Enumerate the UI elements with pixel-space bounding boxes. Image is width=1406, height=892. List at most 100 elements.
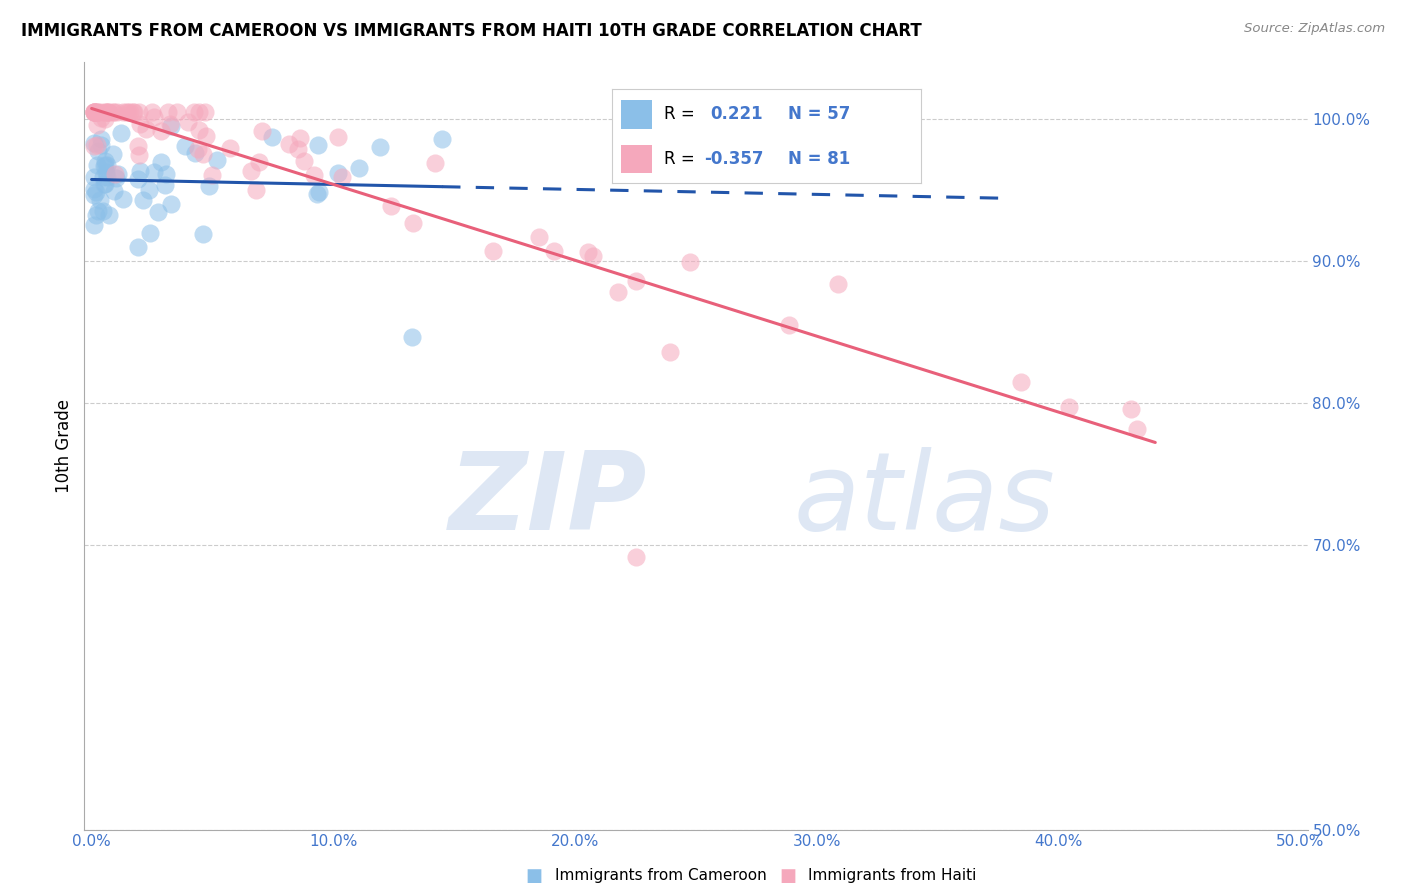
Text: Immigrants from Haiti: Immigrants from Haiti <box>808 869 977 883</box>
Point <box>308 186 330 200</box>
Point <box>90 137 112 152</box>
Point <box>380 199 402 213</box>
Point <box>87 105 110 120</box>
Point <box>624 274 647 288</box>
Text: R =: R = <box>664 151 700 169</box>
Point <box>245 183 267 197</box>
Point <box>307 137 329 152</box>
Point <box>96 158 118 172</box>
Point <box>93 159 115 173</box>
Text: ■: ■ <box>779 867 796 885</box>
Point <box>105 105 128 120</box>
Text: ■: ■ <box>526 867 543 885</box>
Point <box>132 193 155 207</box>
Point <box>90 132 112 146</box>
Point <box>156 105 179 120</box>
Point <box>659 344 682 359</box>
Bar <box>621 101 652 128</box>
Point <box>98 208 121 222</box>
Point <box>187 105 209 120</box>
Point <box>201 168 224 182</box>
Point <box>138 183 160 197</box>
Point <box>576 245 599 260</box>
Point <box>83 136 105 150</box>
Point <box>191 227 214 241</box>
Point <box>187 142 209 156</box>
Point <box>150 124 173 138</box>
Point <box>184 145 207 160</box>
Point <box>827 277 849 292</box>
Point <box>1010 375 1032 389</box>
Point <box>624 549 647 564</box>
Point <box>122 105 145 120</box>
Point <box>94 177 117 191</box>
Point <box>103 105 125 120</box>
Text: -0.357: -0.357 <box>704 151 763 169</box>
Point <box>87 203 110 218</box>
Point <box>110 126 132 140</box>
Point <box>138 226 160 240</box>
Point <box>118 105 141 120</box>
Point <box>93 158 115 172</box>
Point <box>84 105 107 120</box>
Point <box>527 230 550 244</box>
Point <box>482 244 505 259</box>
Point <box>166 105 188 120</box>
Point <box>252 124 274 138</box>
Point <box>155 167 177 181</box>
Point <box>86 138 108 153</box>
Point <box>83 218 105 232</box>
Text: 0.221: 0.221 <box>710 105 763 123</box>
Point <box>93 112 115 127</box>
Point <box>159 118 181 132</box>
Point <box>183 105 205 120</box>
Point <box>218 141 240 155</box>
Point <box>127 139 149 153</box>
Point <box>96 105 118 120</box>
Text: IMMIGRANTS FROM CAMEROON VS IMMIGRANTS FROM HAITI 10TH GRADE CORRELATION CHART: IMMIGRANTS FROM CAMEROON VS IMMIGRANTS F… <box>21 22 922 40</box>
Point <box>96 105 118 120</box>
Point <box>90 111 112 125</box>
Point <box>84 208 107 222</box>
Point <box>83 105 105 120</box>
Point <box>368 140 391 154</box>
Point <box>83 105 105 120</box>
Point <box>94 153 117 168</box>
Point <box>103 105 125 120</box>
Point <box>107 167 129 181</box>
Bar <box>621 145 652 173</box>
Point <box>127 240 149 254</box>
Point <box>105 171 128 186</box>
Point <box>141 105 163 120</box>
Text: R =: R = <box>664 105 700 123</box>
Point <box>191 146 214 161</box>
Point <box>83 139 105 153</box>
Point <box>423 155 446 169</box>
Text: ZIP: ZIP <box>449 447 647 553</box>
Point <box>83 105 105 120</box>
Point <box>160 196 183 211</box>
Point <box>278 137 301 152</box>
Point <box>349 161 371 175</box>
Point <box>288 131 311 145</box>
Point <box>606 285 628 299</box>
Point <box>174 138 197 153</box>
Point <box>91 203 114 218</box>
Point <box>91 170 114 185</box>
Text: atlas: atlas <box>794 447 1056 552</box>
Point <box>86 144 108 158</box>
Point <box>103 184 125 198</box>
Point <box>96 170 118 185</box>
Point <box>86 158 108 172</box>
Point <box>128 105 150 120</box>
Point <box>117 105 139 120</box>
Point <box>93 178 115 192</box>
Point <box>90 105 112 120</box>
Point <box>104 167 127 181</box>
Point <box>128 148 150 162</box>
Text: Source: ZipAtlas.com: Source: ZipAtlas.com <box>1244 22 1385 36</box>
Point <box>83 169 105 184</box>
Point <box>260 130 283 145</box>
Point <box>94 105 117 120</box>
Point <box>148 205 170 219</box>
